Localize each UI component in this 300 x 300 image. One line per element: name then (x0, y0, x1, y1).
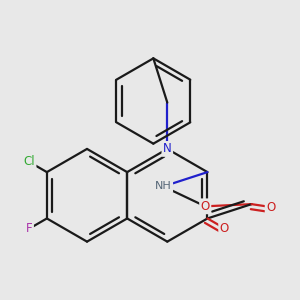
Text: N: N (163, 142, 172, 155)
Text: O: O (266, 200, 275, 214)
Text: F: F (26, 222, 32, 235)
Text: Cl: Cl (23, 155, 35, 168)
Text: NH: NH (155, 182, 172, 191)
Text: O: O (220, 222, 229, 235)
Text: O: O (201, 200, 210, 213)
